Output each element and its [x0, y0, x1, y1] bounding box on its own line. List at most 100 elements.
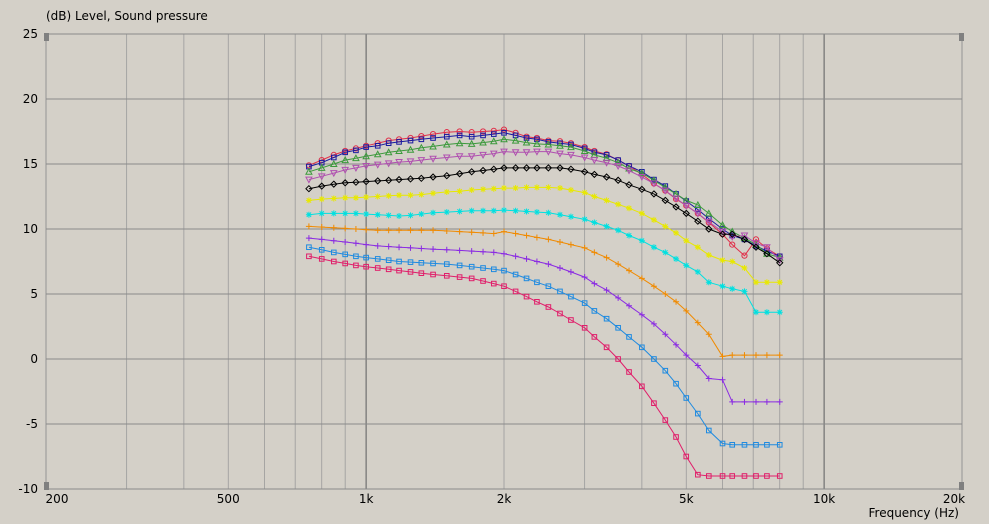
data-point	[603, 315, 610, 322]
data-point	[341, 156, 350, 164]
data-point	[705, 375, 712, 382]
data-point	[352, 194, 359, 201]
data-point	[705, 473, 712, 479]
data-point	[533, 234, 540, 241]
data-point	[567, 151, 575, 159]
top-left-handle[interactable]	[44, 33, 49, 41]
y-tick-label: 25	[23, 27, 38, 41]
data-point	[443, 133, 450, 140]
data-point	[385, 192, 392, 199]
data-point	[468, 187, 475, 193]
data-point	[456, 262, 463, 269]
data-point	[638, 237, 645, 244]
data-point	[638, 311, 645, 318]
data-point	[741, 398, 748, 405]
data-point	[626, 205, 633, 212]
data-point	[305, 167, 313, 175]
data-point	[556, 211, 563, 218]
data-point	[363, 226, 370, 233]
data-point	[673, 255, 680, 262]
data-point	[626, 232, 633, 239]
data-point	[764, 473, 770, 479]
data-point	[443, 273, 450, 279]
data-point	[603, 287, 610, 294]
data-point	[591, 334, 598, 340]
data-point	[533, 209, 540, 216]
data-point	[615, 261, 622, 268]
data-point	[512, 207, 519, 214]
data-point	[385, 257, 392, 263]
data-point	[396, 227, 403, 234]
data-point	[694, 217, 702, 225]
data-point	[396, 192, 403, 199]
data-point	[683, 262, 690, 269]
y-tick-label: 20	[23, 92, 38, 106]
data-point	[545, 283, 552, 289]
data-point	[329, 159, 338, 167]
data-point	[741, 265, 748, 271]
data-point	[318, 247, 325, 253]
data-point	[752, 240, 760, 248]
data-point	[626, 302, 633, 309]
data-point	[694, 210, 702, 218]
data-point	[479, 151, 487, 159]
data-point	[567, 187, 574, 193]
data-point	[626, 334, 632, 340]
data-point	[442, 140, 451, 148]
data-point	[523, 232, 530, 239]
data-point	[651, 356, 657, 362]
data-point	[741, 288, 748, 295]
data-point	[501, 283, 507, 289]
data-point	[500, 148, 508, 156]
data-point	[729, 442, 736, 448]
data-point	[672, 195, 680, 203]
data-point	[443, 246, 450, 253]
data-point	[672, 203, 680, 211]
data-point	[522, 149, 531, 157]
x-tick-label: 20k	[943, 492, 965, 506]
data-point	[682, 202, 691, 210]
bottom-left-handle[interactable]	[44, 482, 49, 490]
data-point	[374, 227, 381, 234]
data-point	[353, 253, 359, 260]
data-point	[523, 208, 530, 215]
data-point	[704, 209, 713, 217]
data-point	[442, 154, 451, 162]
data-point	[385, 140, 392, 146]
data-point	[468, 275, 475, 282]
data-point	[580, 168, 589, 176]
data-point	[638, 210, 645, 217]
data-point	[776, 442, 783, 448]
data-point	[591, 280, 598, 287]
data-point	[581, 274, 588, 281]
data-point	[568, 317, 574, 323]
data-point	[396, 267, 402, 274]
series-9	[305, 235, 783, 405]
data-point	[581, 300, 588, 306]
data-point	[456, 188, 463, 195]
series-group	[305, 126, 784, 479]
data-point	[341, 179, 349, 187]
x-axis-title: Frequency (Hz)	[869, 506, 960, 520]
data-point	[373, 161, 382, 169]
series-7	[305, 207, 783, 316]
data-point	[305, 176, 313, 184]
data-point	[501, 130, 507, 136]
data-point	[625, 181, 633, 189]
data-point	[363, 241, 370, 248]
data-point	[556, 150, 564, 158]
data-point	[480, 248, 487, 255]
data-point	[352, 164, 360, 172]
data-point	[557, 310, 563, 317]
data-point	[362, 162, 370, 170]
bottom-right-handle[interactable]	[959, 482, 964, 490]
data-point	[490, 207, 497, 214]
top-right-handle[interactable]	[959, 33, 964, 41]
data-point	[512, 253, 519, 260]
data-point	[374, 177, 382, 185]
data-point	[305, 184, 313, 193]
data-point	[341, 166, 350, 174]
data-point	[467, 168, 476, 176]
data-point	[650, 320, 657, 327]
data-point	[430, 227, 437, 234]
